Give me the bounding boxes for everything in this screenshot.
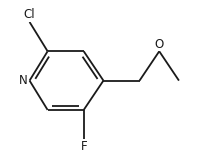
Text: F: F xyxy=(80,140,87,153)
Text: N: N xyxy=(19,74,28,87)
Text: O: O xyxy=(155,38,164,51)
Text: Cl: Cl xyxy=(24,8,35,21)
